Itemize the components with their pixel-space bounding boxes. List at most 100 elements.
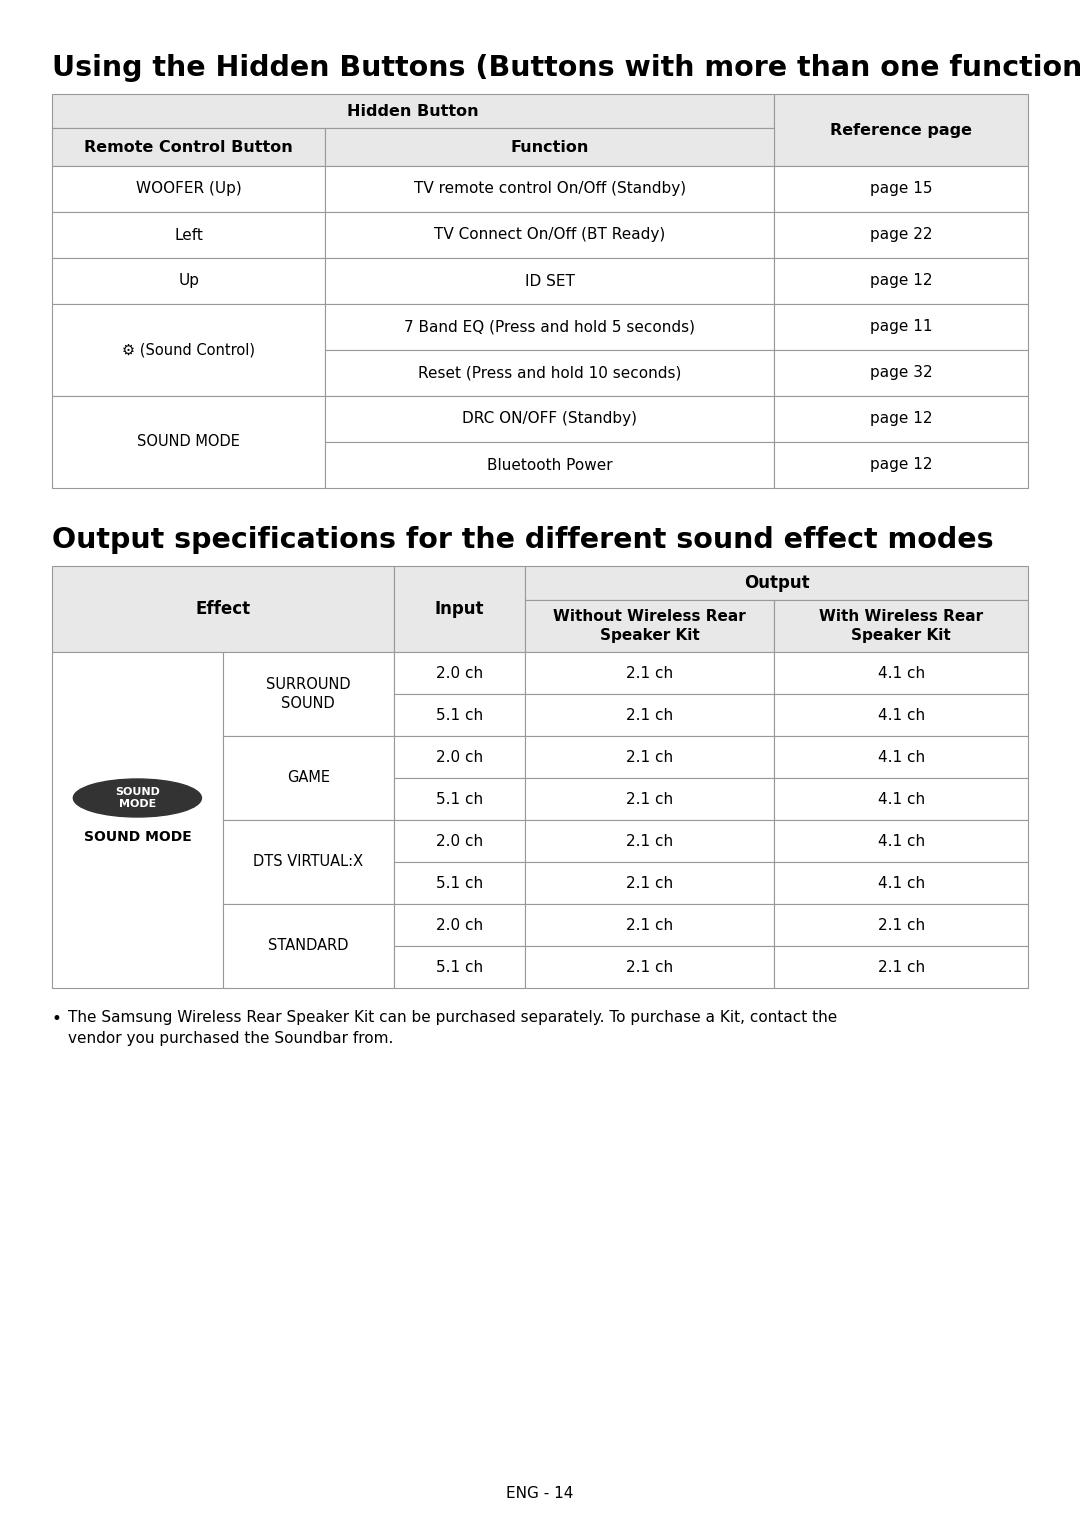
Text: Bluetooth Power: Bluetooth Power bbox=[487, 458, 612, 472]
Bar bbox=[222, 653, 393, 735]
Bar bbox=[393, 735, 525, 778]
Text: Reference page: Reference page bbox=[831, 123, 972, 138]
Bar bbox=[774, 395, 1028, 443]
Text: 5.1 ch: 5.1 ch bbox=[436, 959, 483, 974]
Text: With Wireless Rear
Speaker Kit: With Wireless Rear Speaker Kit bbox=[819, 608, 983, 643]
Text: page 12: page 12 bbox=[869, 274, 932, 288]
Text: 2.1 ch: 2.1 ch bbox=[626, 708, 673, 723]
Text: SOUND
MODE: SOUND MODE bbox=[114, 787, 160, 809]
Text: page 32: page 32 bbox=[869, 366, 932, 380]
Text: 2.1 ch: 2.1 ch bbox=[626, 749, 673, 764]
Bar bbox=[325, 349, 774, 395]
Text: ENG - 14: ENG - 14 bbox=[507, 1486, 573, 1501]
Bar bbox=[52, 565, 393, 653]
Text: 2.0 ch: 2.0 ch bbox=[436, 833, 483, 849]
Text: ⚙ (Sound Control): ⚙ (Sound Control) bbox=[122, 343, 255, 357]
Text: Input: Input bbox=[435, 601, 484, 617]
Text: GAME: GAME bbox=[286, 771, 329, 786]
Bar bbox=[525, 863, 774, 904]
Text: 2.1 ch: 2.1 ch bbox=[626, 792, 673, 806]
Text: 2.1 ch: 2.1 ch bbox=[878, 959, 924, 974]
Bar bbox=[525, 694, 774, 735]
Text: 4.1 ch: 4.1 ch bbox=[878, 792, 924, 806]
Bar bbox=[774, 778, 1028, 820]
Bar bbox=[525, 778, 774, 820]
Bar bbox=[774, 211, 1028, 257]
Bar bbox=[774, 653, 1028, 694]
Text: Up: Up bbox=[178, 274, 199, 288]
Bar bbox=[774, 694, 1028, 735]
Bar bbox=[525, 735, 774, 778]
Text: 4.1 ch: 4.1 ch bbox=[878, 749, 924, 764]
Bar bbox=[52, 211, 325, 257]
Bar bbox=[774, 257, 1028, 303]
Text: Reset (Press and hold 10 seconds): Reset (Press and hold 10 seconds) bbox=[418, 366, 681, 380]
Text: 7 Band EQ (Press and hold 5 seconds): 7 Band EQ (Press and hold 5 seconds) bbox=[404, 320, 696, 334]
Bar bbox=[774, 735, 1028, 778]
Bar bbox=[222, 820, 393, 904]
Bar bbox=[325, 257, 774, 303]
Text: 2.1 ch: 2.1 ch bbox=[626, 959, 673, 974]
Text: TV remote control On/Off (Standby): TV remote control On/Off (Standby) bbox=[414, 181, 686, 196]
Bar bbox=[393, 863, 525, 904]
Bar bbox=[774, 820, 1028, 863]
Text: 2.0 ch: 2.0 ch bbox=[436, 665, 483, 680]
Text: 5.1 ch: 5.1 ch bbox=[436, 792, 483, 806]
Text: page 12: page 12 bbox=[869, 412, 932, 426]
Text: 2.0 ch: 2.0 ch bbox=[436, 749, 483, 764]
Bar bbox=[325, 443, 774, 489]
Bar bbox=[774, 165, 1028, 211]
Text: Without Wireless Rear
Speaker Kit: Without Wireless Rear Speaker Kit bbox=[553, 608, 746, 643]
Text: •: • bbox=[52, 1010, 62, 1028]
Bar bbox=[325, 395, 774, 443]
Text: 2.1 ch: 2.1 ch bbox=[626, 918, 673, 933]
Bar bbox=[774, 443, 1028, 489]
Bar bbox=[325, 165, 774, 211]
Bar bbox=[774, 945, 1028, 988]
Text: STANDARD: STANDARD bbox=[268, 939, 349, 953]
Text: 5.1 ch: 5.1 ch bbox=[436, 708, 483, 723]
Text: 2.1 ch: 2.1 ch bbox=[878, 918, 924, 933]
Ellipse shape bbox=[73, 778, 202, 817]
Bar bbox=[393, 778, 525, 820]
Bar bbox=[525, 945, 774, 988]
Bar bbox=[525, 601, 774, 653]
Text: WOOFER (Up): WOOFER (Up) bbox=[136, 181, 242, 196]
Bar bbox=[393, 653, 525, 694]
Bar bbox=[393, 820, 525, 863]
Bar bbox=[325, 129, 774, 165]
Bar bbox=[774, 303, 1028, 349]
Text: The Samsung Wireless Rear Speaker Kit can be purchased separately. To purchase a: The Samsung Wireless Rear Speaker Kit ca… bbox=[68, 1010, 837, 1046]
Text: 4.1 ch: 4.1 ch bbox=[878, 875, 924, 890]
Text: Output: Output bbox=[744, 574, 810, 591]
Text: Left: Left bbox=[174, 227, 203, 242]
Text: Remote Control Button: Remote Control Button bbox=[84, 139, 293, 155]
Bar bbox=[325, 211, 774, 257]
Text: 4.1 ch: 4.1 ch bbox=[878, 708, 924, 723]
Bar bbox=[774, 93, 1028, 165]
Bar bbox=[52, 93, 774, 129]
Text: page 11: page 11 bbox=[869, 320, 932, 334]
Bar bbox=[525, 904, 774, 945]
Bar bbox=[774, 863, 1028, 904]
Text: Effect: Effect bbox=[195, 601, 251, 617]
Text: ID SET: ID SET bbox=[525, 274, 575, 288]
Bar bbox=[222, 735, 393, 820]
Text: 2.1 ch: 2.1 ch bbox=[626, 833, 673, 849]
Text: 2.1 ch: 2.1 ch bbox=[626, 665, 673, 680]
Text: SOUND MODE: SOUND MODE bbox=[137, 435, 240, 449]
Bar bbox=[393, 565, 525, 653]
Bar bbox=[52, 129, 325, 165]
Text: page 12: page 12 bbox=[869, 458, 932, 472]
Bar bbox=[774, 349, 1028, 395]
Bar bbox=[52, 395, 325, 489]
Text: Output specifications for the different sound effect modes: Output specifications for the different … bbox=[52, 525, 994, 555]
Text: page 22: page 22 bbox=[869, 227, 932, 242]
Text: TV Connect On/Off (BT Ready): TV Connect On/Off (BT Ready) bbox=[434, 227, 665, 242]
Bar bbox=[52, 653, 222, 988]
Text: Hidden Button: Hidden Button bbox=[348, 104, 478, 118]
Bar bbox=[52, 257, 325, 303]
Bar bbox=[325, 303, 774, 349]
Bar bbox=[222, 904, 393, 988]
Bar bbox=[393, 904, 525, 945]
